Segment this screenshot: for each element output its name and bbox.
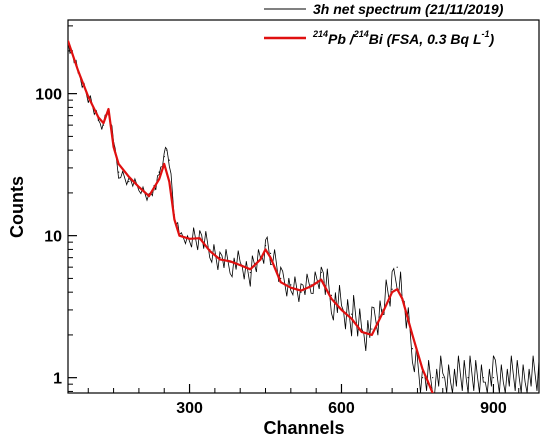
x-tick-label: 900 <box>480 400 507 417</box>
measured-point <box>158 171 160 173</box>
measured-point <box>396 266 398 268</box>
fit-point <box>411 334 414 336</box>
measured-point <box>432 377 434 379</box>
measured-point <box>300 291 302 293</box>
fit-point <box>310 285 312 288</box>
measured-point <box>361 328 363 330</box>
measured-point <box>330 294 332 296</box>
measured-point <box>163 156 165 158</box>
x-axis-title: Channels <box>263 418 344 438</box>
fit-point <box>163 163 166 165</box>
measured-point <box>166 149 168 151</box>
y-tick-label: 1 <box>53 371 62 388</box>
measured-point <box>102 124 105 126</box>
measured-point <box>467 377 469 379</box>
fit-point <box>330 297 333 300</box>
measured-point <box>421 377 424 379</box>
fit-point <box>421 368 424 370</box>
y-tick-label: 10 <box>44 229 62 246</box>
fit-point <box>340 309 343 311</box>
measured-point <box>442 377 444 379</box>
measured-point <box>290 284 292 286</box>
fit-point <box>112 146 115 148</box>
x-tick-label: 300 <box>176 400 203 417</box>
measured-point <box>351 313 353 315</box>
measured-point <box>264 245 267 247</box>
measured-point <box>391 288 393 290</box>
measured-point <box>128 181 130 183</box>
fit-point <box>87 96 90 98</box>
fit-point <box>97 116 100 119</box>
fit-point <box>107 108 110 110</box>
fit-point <box>300 289 302 292</box>
plot-frame <box>67 19 540 394</box>
measured-point <box>482 377 484 379</box>
legend-fit-part3: ) <box>488 31 495 47</box>
legend-fit-sup2: 214 <box>353 29 369 39</box>
legend-fit-part1: Pb / <box>328 31 356 47</box>
fit-point <box>371 334 373 336</box>
fit-point <box>229 260 231 263</box>
legend-fit-sup1: 214 <box>312 29 328 39</box>
fit-point <box>381 313 383 315</box>
series-fit-line <box>68 40 434 393</box>
fit-point <box>198 237 201 239</box>
measured-point <box>168 159 170 161</box>
fit-point <box>396 288 398 290</box>
fit-point <box>431 392 434 393</box>
fit-point <box>209 250 211 252</box>
legend-fit-sup3: -1 <box>482 29 490 39</box>
fit-point <box>320 278 323 281</box>
measured-point <box>249 271 251 274</box>
fit-point <box>350 317 353 320</box>
fit-point <box>426 380 429 382</box>
fit-point <box>168 180 171 183</box>
series-measured-line <box>68 40 539 393</box>
fit-point <box>269 256 272 259</box>
measured-point <box>97 119 99 121</box>
fit-point <box>117 163 120 165</box>
legend: 3h net spectrum (21/11/2019) 214Pb /214B… <box>264 1 504 47</box>
fit-point <box>259 258 262 261</box>
legend-fit-part2: Bi (FSA, 0.3 Bq L <box>369 31 482 47</box>
fit-point <box>173 218 176 221</box>
fit-point <box>127 175 130 178</box>
x-tick-label: 600 <box>328 400 355 417</box>
fit-point <box>279 281 282 284</box>
fit-point <box>219 258 221 261</box>
measured-point <box>492 377 495 379</box>
measured-point <box>269 252 272 255</box>
x-axis-ticks: 300 600 900 <box>87 384 520 417</box>
fit-point <box>77 69 79 72</box>
fit-point <box>138 186 140 188</box>
fit-point <box>249 268 252 271</box>
legend-label-measured: 3h net spectrum (21/11/2019) <box>313 1 504 17</box>
fit-point <box>290 286 292 289</box>
fit-point <box>391 291 393 293</box>
fit-point <box>360 331 363 333</box>
fit-point <box>102 122 105 124</box>
y-axis-title: Counts <box>7 176 27 238</box>
fit-point <box>264 248 267 251</box>
measured-point <box>371 328 373 330</box>
series-layer <box>68 40 539 393</box>
fit-point <box>239 264 241 266</box>
measured-point <box>538 377 539 379</box>
fit-point <box>401 297 404 300</box>
measured-point <box>118 171 120 173</box>
y-axis-ticks: 1 10 100 <box>35 25 77 392</box>
fit-point <box>178 234 181 237</box>
y-tick-label: 100 <box>35 87 62 104</box>
fit-point <box>68 40 69 42</box>
legend-label-fit: 214Pb /214Bi (FSA, 0.3 Bq L-1) <box>312 29 495 47</box>
measured-point <box>381 309 383 311</box>
fit-point <box>158 178 160 180</box>
measured-point <box>411 348 413 350</box>
fit-point <box>148 195 150 197</box>
fit-point <box>188 238 191 240</box>
measured-point <box>320 271 322 274</box>
